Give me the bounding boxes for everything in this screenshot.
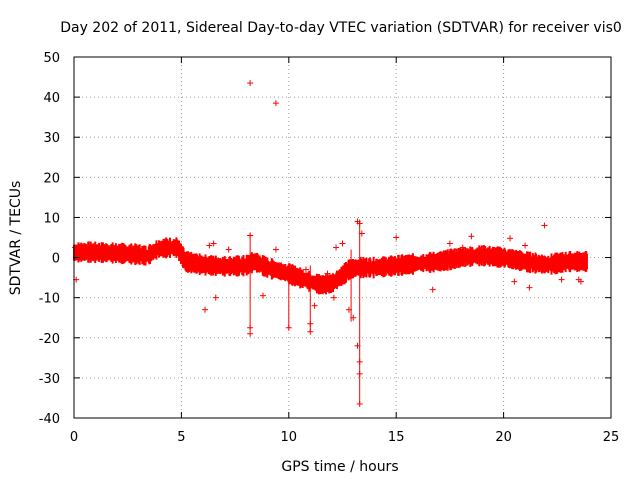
data-point	[247, 232, 254, 239]
data-point	[247, 324, 254, 331]
data-point	[72, 244, 79, 251]
y-tick-label: 20	[43, 171, 60, 186]
y-axis-label: SDTVAR / TECUs	[8, 181, 24, 296]
grid-layer	[74, 57, 611, 418]
y-tick-label: 50	[43, 51, 60, 66]
data-point	[391, 266, 398, 273]
data-point	[522, 242, 529, 249]
data-point	[459, 244, 466, 251]
data-point	[247, 80, 254, 87]
x-tick-label: 0	[70, 430, 78, 445]
x-tick-label: 10	[281, 430, 298, 445]
x-tick-label: 15	[388, 430, 405, 445]
data-point	[307, 328, 314, 335]
data-point	[558, 276, 565, 283]
data-point	[356, 220, 363, 227]
data-point	[511, 278, 518, 285]
data-point	[212, 294, 219, 301]
plot-frame	[73, 56, 612, 419]
data-point	[393, 234, 400, 241]
y-tick-label: 30	[43, 131, 60, 146]
data-point	[356, 400, 363, 407]
data-point	[302, 266, 309, 273]
data-point	[272, 246, 279, 253]
y-tick-label: 40	[43, 91, 60, 106]
x-tick-label: 25	[603, 430, 620, 445]
data-point	[307, 320, 314, 327]
y-tick-label: 0	[52, 252, 60, 267]
y-tick-label: -30	[39, 372, 60, 387]
data-point	[202, 306, 209, 313]
data-point	[356, 370, 363, 377]
y-tick-label: -10	[39, 292, 60, 307]
data-points	[72, 80, 584, 407]
data-point	[285, 324, 292, 331]
data-point	[324, 270, 331, 277]
data-point	[526, 284, 533, 291]
data-point	[541, 222, 548, 229]
x-axis-label: GPS time / hours	[281, 459, 398, 475]
data-point	[446, 240, 453, 247]
y-tick-label: -20	[39, 332, 60, 347]
data-point	[333, 244, 340, 251]
data-point	[356, 358, 363, 365]
data-point	[575, 276, 582, 283]
y-tick-label: -40	[39, 412, 60, 427]
data-point	[272, 100, 279, 107]
y-tick-label: 10	[43, 211, 60, 226]
data-point	[206, 242, 213, 249]
data-point	[311, 302, 318, 309]
data-point	[429, 286, 436, 293]
data-point	[507, 235, 514, 242]
data-point	[358, 230, 365, 237]
data-point	[210, 240, 217, 247]
data-point	[247, 330, 254, 337]
data-band	[73, 237, 588, 295]
data-point	[345, 306, 352, 313]
data-point	[260, 292, 267, 299]
data-point	[354, 342, 361, 349]
data-point	[339, 240, 346, 247]
data-point	[225, 246, 232, 253]
x-tick-label: 5	[177, 430, 185, 445]
axis-ticks: 0 5 10 15 20 25 50 40 30 20 10 0 -10 -20 -30 -40	[39, 51, 620, 445]
data-point	[330, 294, 337, 301]
data-point	[350, 314, 357, 321]
x-tick-label: 20	[495, 430, 512, 445]
chart-title: Day 202 of 2011, Sidereal Day-to-day VTE…	[60, 20, 622, 36]
data-point	[468, 233, 475, 240]
